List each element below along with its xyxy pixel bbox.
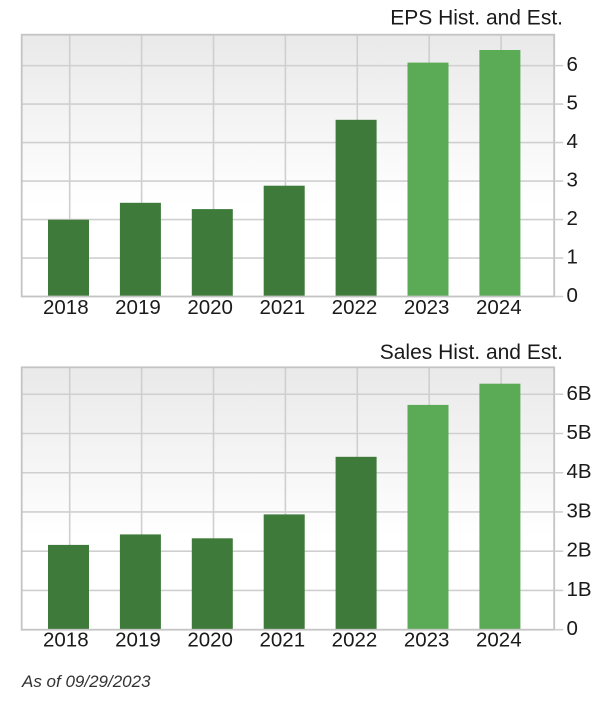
svg-text:2020: 2020 — [187, 296, 233, 319]
svg-text:4B: 4B — [567, 460, 592, 483]
svg-text:6: 6 — [567, 53, 578, 76]
svg-text:2019: 2019 — [115, 296, 161, 319]
svg-text:5: 5 — [567, 92, 578, 115]
svg-text:2023: 2023 — [404, 629, 450, 652]
svg-text:2B: 2B — [567, 539, 592, 562]
svg-text:3: 3 — [567, 169, 578, 192]
svg-text:1: 1 — [567, 246, 578, 269]
svg-text:5B: 5B — [567, 421, 592, 444]
svg-text:2022: 2022 — [332, 296, 378, 319]
svg-text:6B: 6B — [567, 382, 592, 405]
svg-text:2: 2 — [567, 207, 578, 230]
svg-text:2021: 2021 — [260, 629, 306, 652]
svg-text:0: 0 — [567, 284, 578, 307]
svg-text:4: 4 — [567, 130, 578, 153]
svg-text:EPS Hist. and Est.: EPS Hist. and Est. — [390, 7, 563, 30]
svg-text:2023: 2023 — [404, 296, 450, 319]
svg-text:0: 0 — [567, 617, 578, 640]
svg-text:2024: 2024 — [476, 629, 522, 652]
svg-text:Sales Hist. and Est.: Sales Hist. and Est. — [380, 341, 563, 364]
svg-text:2022: 2022 — [332, 629, 378, 652]
svg-text:2020: 2020 — [187, 629, 233, 652]
svg-text:2019: 2019 — [115, 629, 161, 652]
svg-text:2018: 2018 — [43, 296, 89, 319]
svg-text:2024: 2024 — [476, 296, 522, 319]
svg-text:3B: 3B — [567, 499, 592, 522]
svg-text:2021: 2021 — [260, 296, 306, 319]
svg-text:2018: 2018 — [43, 629, 89, 652]
svg-text:1B: 1B — [567, 578, 592, 601]
